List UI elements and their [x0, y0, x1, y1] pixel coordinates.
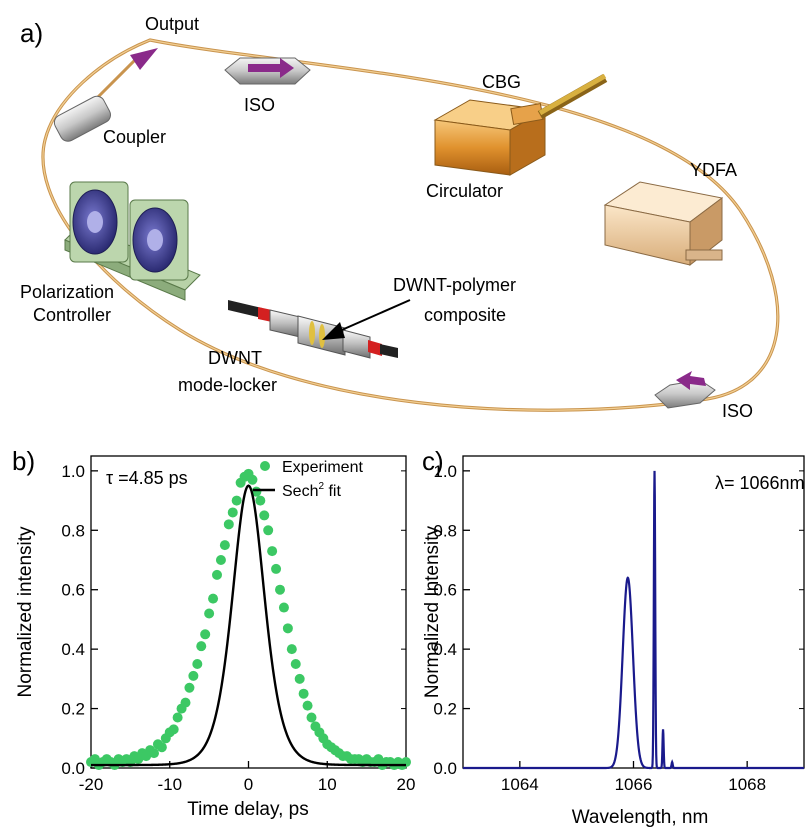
label-coupler: Coupler: [103, 127, 166, 147]
data-point: [200, 629, 211, 640]
data-point: [204, 608, 215, 619]
y-tick-label: 0.0: [61, 759, 85, 778]
y-tick-label: 0.0: [433, 759, 457, 778]
data-point: [192, 659, 203, 669]
data-point: [271, 563, 282, 574]
setup-diagram: a): [20, 14, 780, 421]
label-dwnt-line2: mode-locker: [178, 375, 277, 395]
chart-c-annotation: λ= 1066nm: [715, 473, 805, 493]
y-tick-label: 0.2: [433, 700, 457, 719]
circulator: [433, 99, 547, 176]
data-point: [219, 540, 230, 551]
label-circulator: Circulator: [426, 181, 503, 201]
chart-b-annotation: τ =4.85 ps: [106, 468, 188, 488]
label-ydfa: YDFA: [690, 160, 737, 180]
chart-c: c) 1064 1066 1068 0.0 0.2 0.4 0.6 0.8 1.0 λ= 106…: [422, 446, 805, 828]
data-point: [263, 525, 274, 536]
label-dwnt-line1: DWNT: [208, 348, 262, 368]
panel-label-a: a): [20, 18, 43, 48]
chart-c-xlabel: Wavelength, nm: [572, 807, 709, 828]
data-point: [168, 724, 179, 735]
data-point: [184, 682, 195, 693]
data-point: [215, 555, 226, 565]
data-point: [223, 519, 234, 530]
y-tick-label: 1.0: [61, 462, 85, 481]
chart-b-legend-marker: [260, 461, 270, 471]
y-tick-label: 0.6: [61, 581, 85, 600]
data-point: [231, 495, 242, 506]
chart-b-ylabel: Normalized intensity: [15, 526, 36, 698]
label-dwnt-polymer-line1: DWNT-polymer: [393, 275, 516, 295]
data-point: [212, 569, 222, 580]
data-point: [306, 712, 317, 723]
label-iso-top: ISO: [244, 95, 275, 115]
data-point: [255, 495, 266, 506]
data-point: [259, 510, 270, 521]
x-tick-label: -20: [79, 775, 104, 794]
data-point: [282, 623, 293, 634]
data-point: [302, 700, 313, 711]
label-output: Output: [145, 14, 199, 34]
chart-b-legend-experiment: Experiment: [282, 459, 363, 476]
data-point: [286, 644, 297, 655]
panel-label-c: c): [422, 446, 444, 476]
data-point: [149, 748, 159, 759]
chart-b-frame: [90, 455, 407, 769]
data-point: [275, 584, 285, 595]
y-tick-label: 0.4: [61, 640, 85, 659]
data-point: [208, 593, 219, 604]
x-tick-label: 20: [397, 775, 416, 794]
data-point: [196, 641, 207, 652]
label-pc-line1: Polarization: [20, 282, 114, 302]
panel-label-b: b): [12, 446, 35, 476]
output-arrow-icon: [130, 48, 158, 70]
ydfa: [603, 181, 724, 267]
isolator-top: [224, 57, 311, 85]
x-tick-label: 0: [244, 775, 253, 794]
chart-c-ylabel: Normalized Intensity: [422, 525, 443, 698]
chart-c-frame: [462, 455, 805, 769]
data-point: [294, 673, 305, 684]
chart-b-fit-line: [91, 484, 406, 767]
cbg: [537, 73, 608, 119]
data-point: [298, 688, 309, 699]
y-tick-label: 0.8: [433, 521, 457, 540]
data-point: [156, 742, 167, 753]
label-pc-line2: Controller: [33, 305, 111, 325]
label-cbg: CBG: [482, 72, 521, 92]
x-tick-label: -10: [157, 775, 182, 794]
data-point: [180, 697, 191, 708]
data-point: [188, 670, 199, 681]
y-tick-label: 0.8: [61, 521, 85, 540]
data-point: [290, 659, 301, 669]
iso-direction-arrow-icon: [676, 371, 706, 390]
data-point: [247, 474, 258, 485]
data-point: [278, 602, 289, 613]
dwnt-mode-locker: [228, 300, 398, 359]
y-tick-label: 0.2: [61, 700, 85, 719]
isolator-bottom: [654, 371, 716, 409]
chart-b: b) -20 -10 0 10 20 0.0 0.2 0.4 0.6 0.8 1.0 τ =4.85…: [12, 446, 415, 820]
y-tick-label: 0.4: [433, 640, 457, 659]
y-tick-label: 1.0: [433, 462, 457, 481]
chart-b-xlabel: Time delay, ps: [187, 799, 308, 820]
coupler: [53, 95, 111, 142]
x-tick-label: 1066: [615, 775, 653, 794]
chart-b-legend-fit: Sech2 fit: [282, 481, 341, 500]
x-tick-label: 1068: [728, 775, 766, 794]
chart-c-spectrum-line: [463, 470, 804, 770]
data-point: [267, 546, 278, 557]
iso-direction-arrow-icon: [248, 58, 294, 78]
x-tick-label: 10: [318, 775, 337, 794]
polarization-controller: [64, 181, 201, 301]
data-point: [227, 507, 238, 518]
data-point: [172, 712, 183, 723]
label-iso-bottom: ISO: [722, 401, 753, 421]
label-dwnt-polymer-line2: composite: [424, 305, 506, 325]
y-tick-label: 0.6: [433, 581, 457, 600]
x-tick-label: 1064: [501, 775, 539, 794]
